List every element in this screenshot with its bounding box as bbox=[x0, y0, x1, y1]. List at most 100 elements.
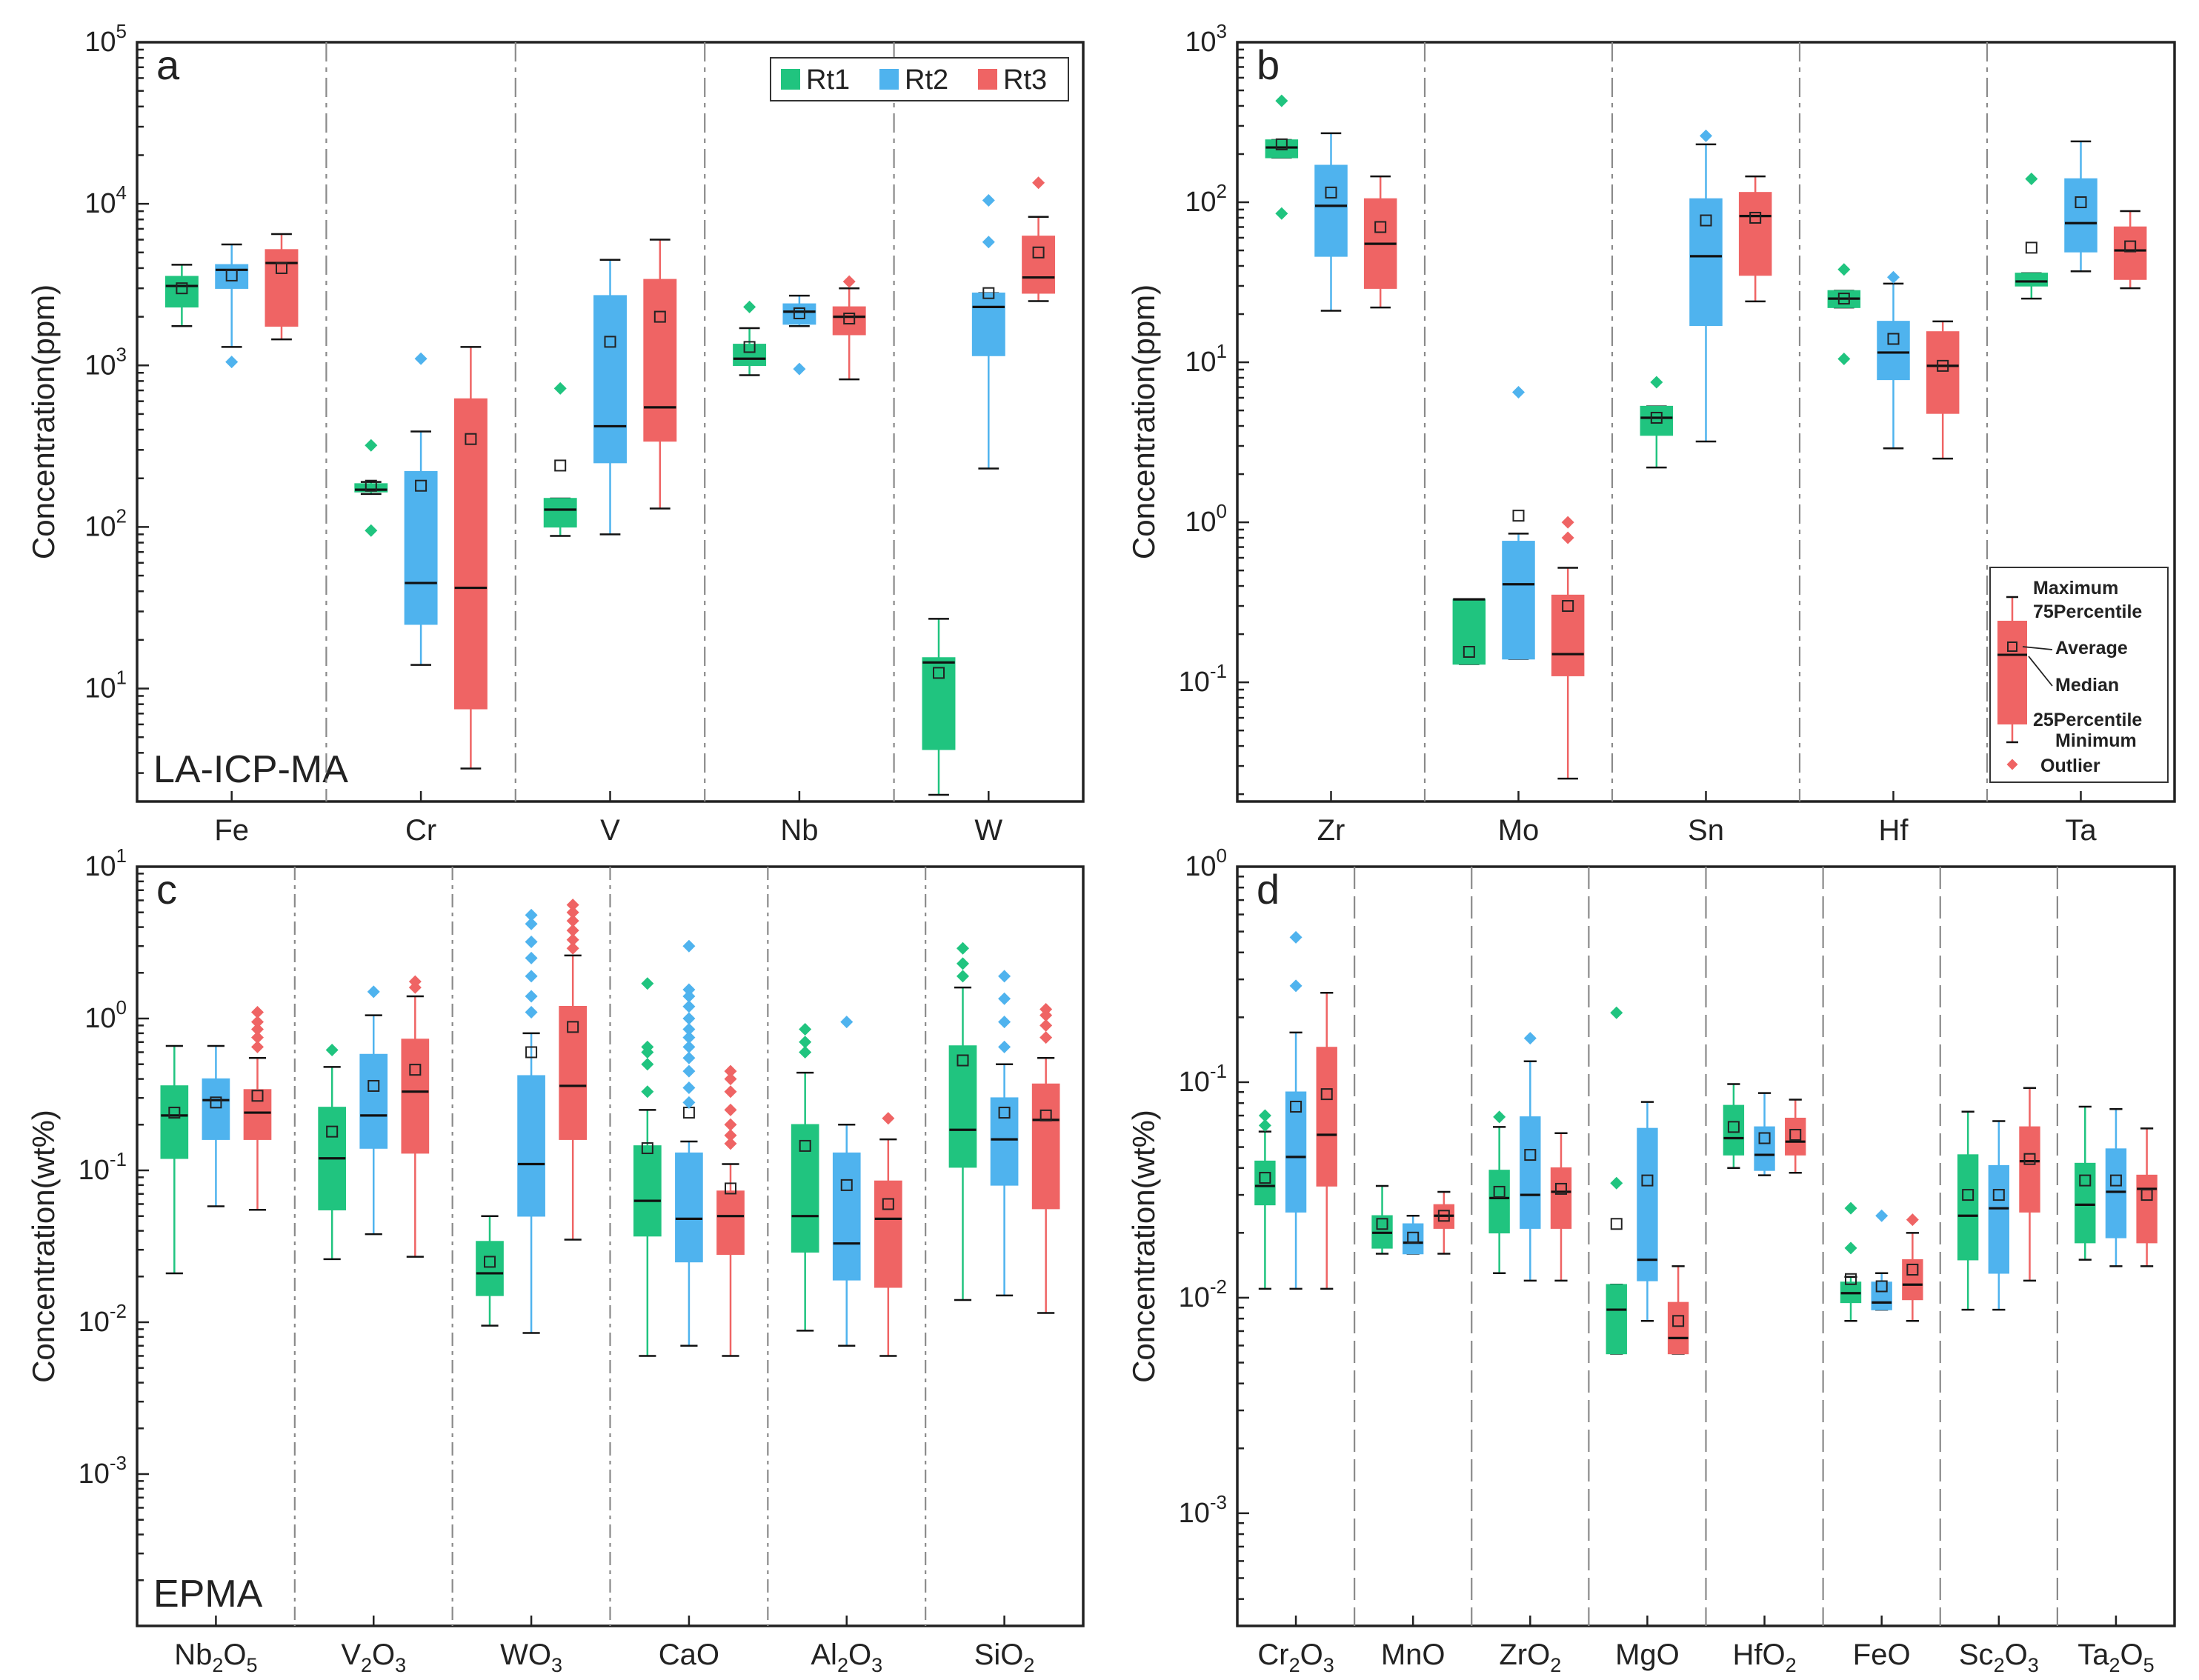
box-Rt3 bbox=[1926, 320, 1960, 460]
box-Rt3 bbox=[2136, 1127, 2158, 1267]
mean-marker bbox=[743, 341, 756, 353]
box-iqr bbox=[476, 1241, 504, 1296]
outlier-point bbox=[1837, 263, 1851, 276]
x-tick-subscript: 3 bbox=[551, 1654, 562, 1676]
outlier-point bbox=[1523, 1032, 1537, 1045]
x-tick-text: Cr bbox=[1257, 1639, 1288, 1671]
box-iqr bbox=[1031, 1083, 1060, 1210]
legend-frame bbox=[770, 57, 1069, 101]
mean-marker bbox=[1512, 510, 1525, 522]
box-key-text: Outlier bbox=[2040, 756, 2100, 776]
mean-marker bbox=[554, 459, 567, 472]
box-Rt2 bbox=[1877, 270, 1910, 450]
mean-marker bbox=[2075, 196, 2087, 209]
x-tick-label: Nb bbox=[780, 814, 818, 847]
outlier-point bbox=[724, 1118, 737, 1131]
series-legend: Rt1 Rt2 Rt3 bbox=[770, 57, 1069, 101]
mean-marker bbox=[793, 307, 805, 319]
mean-marker bbox=[998, 1107, 1011, 1119]
mean-marker bbox=[1320, 1088, 1333, 1101]
y-tick-exponent: 0 bbox=[1217, 844, 1227, 867]
outlier-point bbox=[1512, 385, 1525, 399]
outlier-point bbox=[743, 300, 756, 313]
box-Rt1 bbox=[1640, 376, 1674, 469]
x-tick-text: MgO bbox=[1615, 1639, 1680, 1671]
outlier-point bbox=[1258, 1119, 1271, 1132]
y-tick-exponent: -1 bbox=[1210, 1060, 1227, 1082]
mean-marker bbox=[957, 1054, 969, 1067]
box-iqr bbox=[2075, 1162, 2096, 1244]
outlier-point bbox=[682, 990, 696, 1003]
box-Rt2 bbox=[2105, 1108, 2127, 1267]
method-label: LA-ICP-MA bbox=[153, 748, 348, 791]
y-tick-base: 10 bbox=[1179, 1067, 1210, 1098]
outlier-point bbox=[682, 1064, 696, 1078]
x-tick-label: CaO bbox=[659, 1639, 719, 1671]
y-tick-base: 10 bbox=[79, 1459, 110, 1490]
box-iqr bbox=[1988, 1164, 2010, 1274]
mean-marker bbox=[525, 1046, 538, 1059]
mean-marker bbox=[1524, 1149, 1537, 1161]
box-Rt2 bbox=[1520, 1032, 1541, 1282]
x-tick-subscript: 2 bbox=[1994, 1654, 2005, 1676]
box-iqr bbox=[359, 1053, 388, 1149]
outlier-point bbox=[682, 1081, 696, 1094]
mean-marker bbox=[1937, 359, 1949, 372]
mean-marker bbox=[1845, 1273, 1857, 1285]
x-tick-text: SiO bbox=[974, 1639, 1024, 1671]
box-Rt1 bbox=[1827, 263, 1861, 365]
y-tick-base: 10 bbox=[1179, 667, 1210, 698]
x-tick-label: ZrO2 bbox=[1499, 1639, 1561, 1676]
box-Rt2 bbox=[1754, 1092, 1775, 1176]
x-tick-text: W bbox=[974, 814, 1002, 847]
panel-c: 10-310-210-1100101Concentration(wt%)cEPM… bbox=[26, 844, 1085, 1676]
box-iqr bbox=[1520, 1116, 1541, 1229]
outlier-point bbox=[250, 1016, 264, 1029]
x-tick-text: Zr bbox=[1317, 814, 1345, 847]
outlier-point bbox=[982, 194, 995, 207]
outlier-point bbox=[682, 939, 696, 953]
x-tick-text: CaO bbox=[659, 1639, 719, 1671]
x-tick-label: V2O3 bbox=[341, 1639, 406, 1676]
mean-marker bbox=[1610, 1218, 1623, 1230]
box-Rt1 bbox=[160, 1044, 189, 1275]
x-tick-label: HfO2 bbox=[1732, 1639, 1796, 1676]
box-key-text: 25Percentile bbox=[2033, 710, 2142, 730]
box-key-text: Maximum bbox=[2033, 578, 2118, 599]
x-tick-text: ZrO bbox=[1499, 1639, 1550, 1671]
box-key-text: Minimum bbox=[2055, 730, 2137, 751]
box-key-box bbox=[1997, 621, 2027, 724]
y-tick-label: 102 bbox=[1185, 180, 1227, 218]
box-iqr bbox=[243, 1089, 272, 1140]
box-iqr bbox=[1723, 1104, 1745, 1156]
mean-marker bbox=[1641, 1174, 1654, 1187]
y-tick-label: 100 bbox=[1185, 844, 1227, 882]
outlier-point bbox=[682, 1000, 696, 1013]
x-tick-text: V bbox=[341, 1639, 361, 1671]
outlier-point bbox=[682, 1096, 696, 1109]
box-Rt2 bbox=[517, 908, 545, 1334]
y-axis-label: Concentration(ppm) bbox=[1126, 284, 1161, 559]
box-iqr bbox=[2105, 1148, 2127, 1239]
y-tick-label: 102 bbox=[84, 504, 127, 542]
legend-label-Rt1: Rt1 bbox=[806, 64, 850, 96]
x-tick-subscript: 3 bbox=[395, 1654, 406, 1676]
box-Rt1 bbox=[1840, 1201, 1862, 1322]
x-tick-subscript: 2 bbox=[1289, 1654, 1300, 1676]
y-tick-base: 10 bbox=[84, 27, 116, 58]
mean-marker bbox=[409, 1064, 422, 1076]
x-tick-subscript: 2 bbox=[212, 1654, 223, 1676]
box-Rt1 bbox=[354, 439, 388, 537]
mean-marker bbox=[225, 269, 238, 281]
box-iqr bbox=[1957, 1154, 1979, 1261]
y-tick-exponent: 3 bbox=[116, 343, 127, 365]
y-tick-base: 10 bbox=[84, 1003, 116, 1034]
mean-marker bbox=[465, 433, 477, 445]
box-Rt1 bbox=[1606, 1006, 1627, 1355]
box-iqr bbox=[160, 1085, 189, 1159]
x-tick-text: O bbox=[2120, 1639, 2143, 1671]
outlier-point bbox=[1561, 516, 1574, 529]
panel-a: 101102103104105Concentration(ppm)aLA-ICP… bbox=[26, 20, 1085, 847]
box-Rt2 bbox=[404, 352, 438, 666]
